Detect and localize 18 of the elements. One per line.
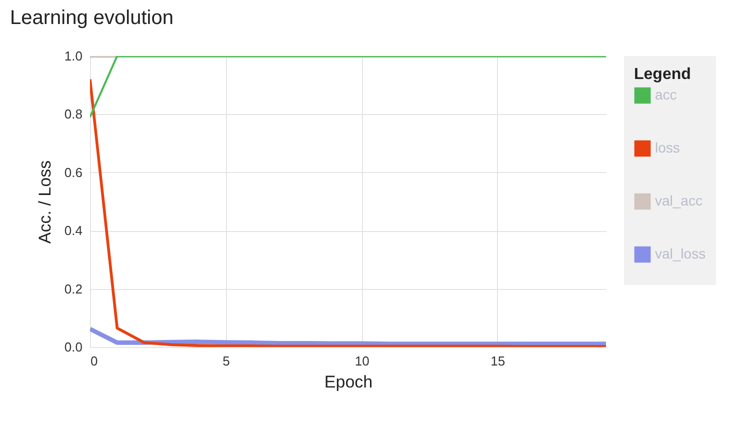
- legend-title: Legend: [634, 66, 691, 83]
- y-tick-label: 0.4: [64, 223, 82, 238]
- x-tick-label: 15: [490, 354, 506, 368]
- y-tick-label: 0.8: [64, 106, 82, 122]
- legend-label: acc: [655, 86, 677, 102]
- x-tick-label: 10: [354, 354, 370, 368]
- chart-title: Learning evolution: [10, 7, 174, 29]
- y-axis-title: Acc. / Loss: [35, 160, 54, 244]
- legend-label: val_loss: [655, 246, 706, 262]
- y-tick-label: 1.0: [64, 48, 82, 64]
- x-tick-label: 5: [222, 354, 230, 368]
- y-tick-label: 0.0: [64, 340, 82, 354]
- y-tick-label: 0.6: [64, 164, 82, 180]
- x-axis-title: Epoch: [324, 372, 373, 392]
- legend-label: val_acc: [655, 192, 702, 208]
- x-tick-label: 0: [90, 354, 98, 368]
- legend-label: loss: [655, 140, 680, 156]
- y-tick-label: 0.2: [64, 281, 82, 296]
